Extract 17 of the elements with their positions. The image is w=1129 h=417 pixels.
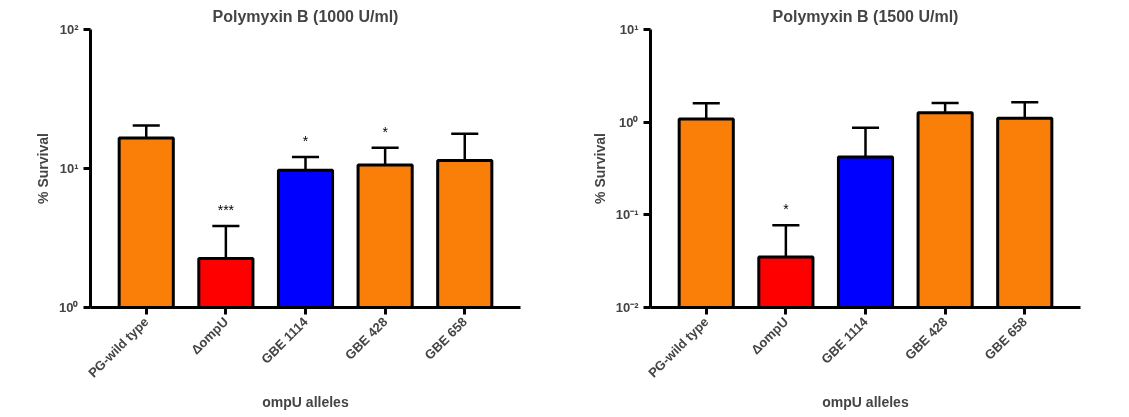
y-tick-label: 10¹ (619, 22, 639, 37)
y-tick-label: 10¹ (59, 161, 79, 176)
y-axis-title: % Survival (591, 133, 608, 204)
data-label: * (783, 201, 790, 218)
y-axis-title: % Survival (35, 133, 52, 204)
data-label: *** (217, 202, 235, 219)
x-axis-title: ompU alleles (262, 393, 349, 410)
y-tick-label: 10² (59, 22, 80, 37)
y-tick-label: 10⁰ (619, 114, 639, 130)
y-tick-label: 10⁰ (59, 300, 79, 315)
x-axis-title: ompU alleles (822, 393, 909, 410)
chart-title: Polymyxin B (1500 U/ml) (772, 7, 959, 25)
chart-title: Polymyxin B (1000 U/ml) (212, 7, 399, 25)
y-tick-label: 10⁻² (615, 300, 640, 315)
y-tick-label: 10⁻¹ (615, 207, 639, 223)
data-label: * (382, 123, 389, 140)
data-label: * (302, 132, 309, 149)
